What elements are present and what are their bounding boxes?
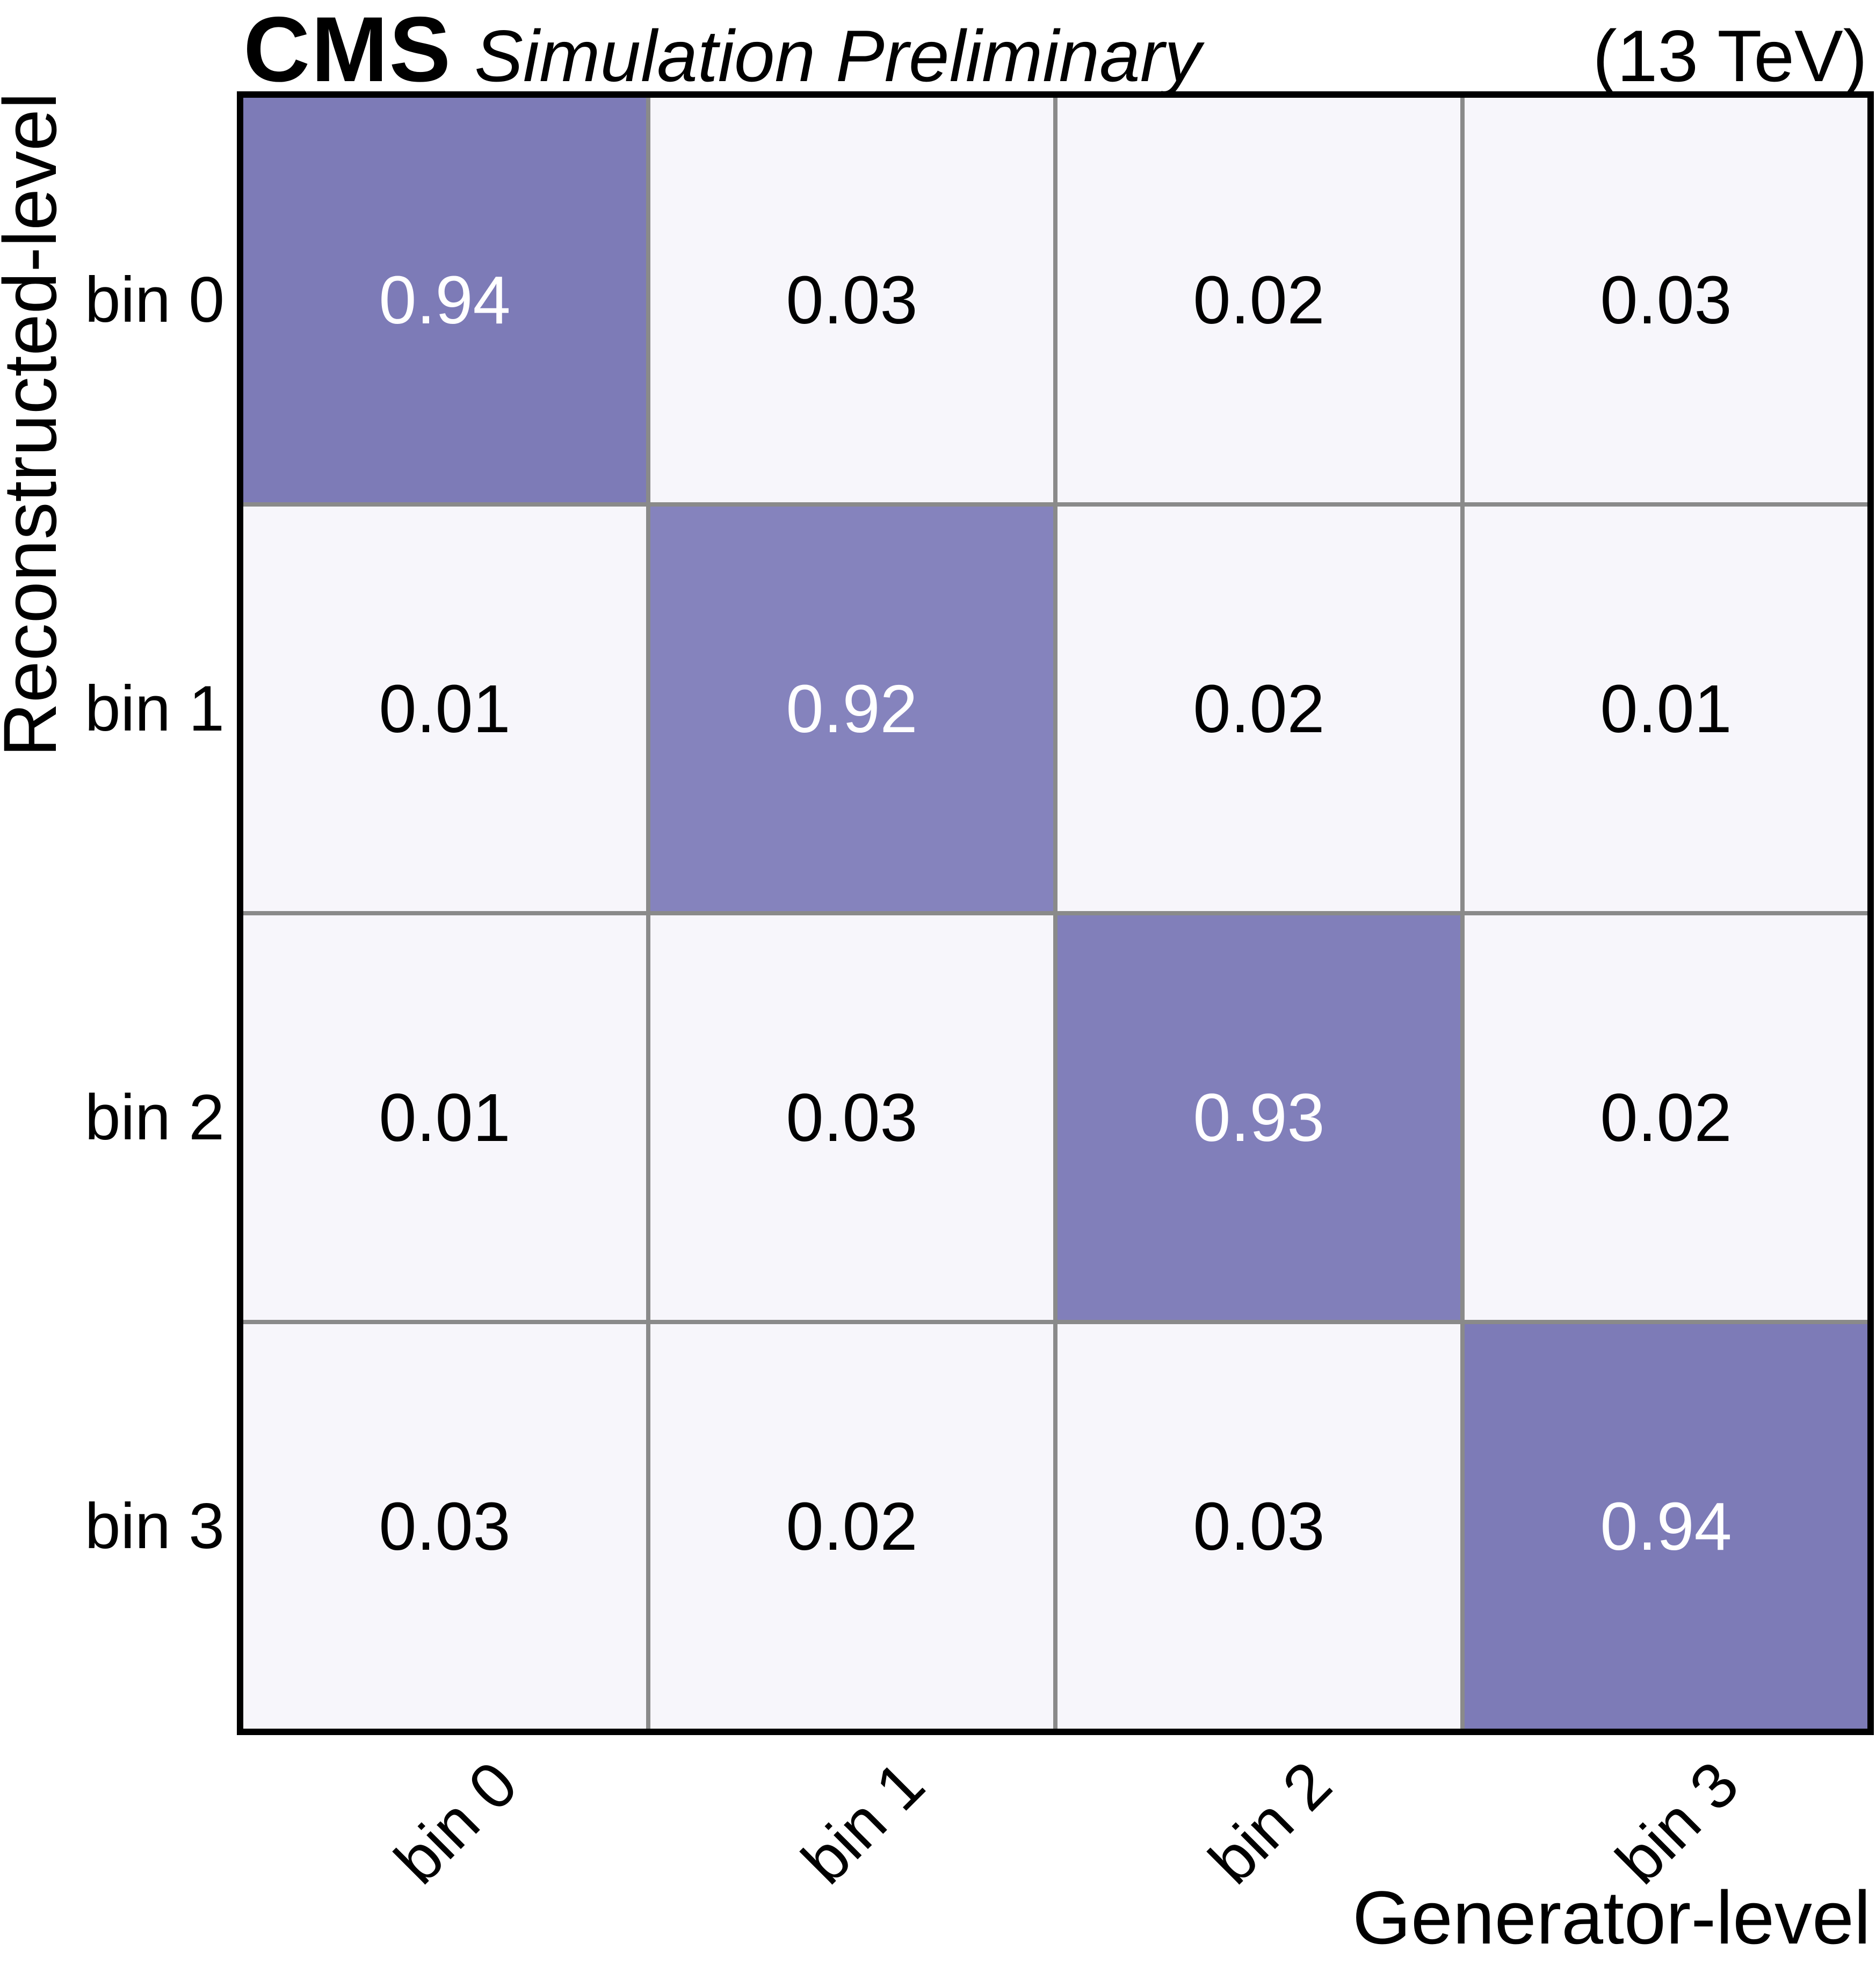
cell-r1c3: 0.01	[1465, 507, 1867, 911]
y-axis-title: Reconstructed-level	[0, 92, 72, 757]
cell-r0c1: 0.03	[650, 98, 1053, 502]
y-tick-bin2: bin 2	[84, 1081, 224, 1153]
cell-r2c3: 0.02	[1465, 915, 1867, 1320]
heatmap-plot-area: 0.94 0.03 0.02 0.03 0.01 0.92 0.02 0.01 0.01 0.03…	[237, 91, 1874, 1735]
cell-r3c1: 0.02	[650, 1324, 1053, 1729]
cell-r0c2: 0.02	[1057, 98, 1460, 502]
x-tick-bin0: bin 0	[381, 1747, 531, 1898]
cell-r3c0: 0.03	[243, 1324, 646, 1729]
y-tick-bin1: bin 1	[84, 673, 224, 745]
x-tick-bin1: bin 1	[788, 1747, 938, 1898]
cell-r2c1: 0.03	[650, 915, 1053, 1320]
experiment-logo-text: CMS	[243, 0, 452, 101]
cell-r1c2: 0.02	[1057, 507, 1460, 911]
y-tick-bin0: bin 0	[84, 264, 224, 336]
energy-label: (13 TeV)	[1592, 15, 1867, 97]
simulation-preliminary-label: Simulation Preliminary	[474, 15, 1201, 97]
y-tick-bin3: bin 3	[84, 1490, 224, 1562]
cell-r1c1: 0.92	[650, 507, 1053, 911]
cell-r0c0: 0.94	[243, 98, 646, 502]
cell-r2c0: 0.01	[243, 915, 646, 1320]
cell-r3c2: 0.03	[1057, 1324, 1460, 1729]
x-axis-title: Generator-level	[1352, 1875, 1871, 1960]
cell-r1c0: 0.01	[243, 507, 646, 911]
cell-r3c3: 0.94	[1465, 1324, 1867, 1729]
plot-header: CMS Simulation Preliminary (13 TeV)	[243, 3, 1867, 96]
cell-r0c3: 0.03	[1465, 98, 1867, 502]
cell-r2c2: 0.93	[1057, 915, 1460, 1320]
heatmap-grid: 0.94 0.03 0.02 0.03 0.01 0.92 0.02 0.01 0.01 0.03…	[243, 98, 1867, 1729]
